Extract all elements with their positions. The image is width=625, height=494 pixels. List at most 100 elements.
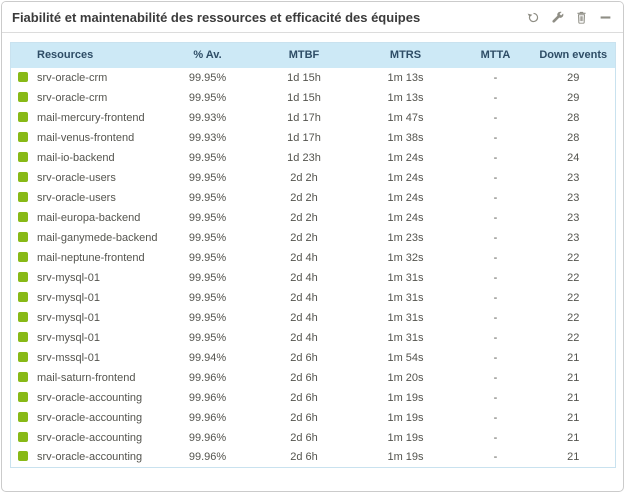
resource-cell[interactable]: srv-oracle-users — [11, 168, 159, 188]
mtbf-cell: 1d 15h — [287, 91, 321, 104]
table-row[interactable]: mail-ganymede-backend 99.95% 2d 2h 1m 23… — [11, 228, 616, 248]
table-row[interactable]: mail-venus-frontend 99.93% 1d 17h 1m 38s… — [11, 128, 616, 148]
table-row[interactable]: srv-oracle-accounting 99.96% 2d 6h 1m 19… — [11, 388, 616, 408]
availability-cell: 99.96% — [188, 431, 227, 444]
table-row[interactable]: srv-oracle-accounting 99.96% 2d 6h 1m 19… — [11, 408, 616, 428]
mtta-cell: - — [493, 71, 498, 84]
down-events-cell: 29 — [567, 71, 580, 84]
resource-cell[interactable]: srv-oracle-crm — [11, 88, 159, 108]
down-events-cell: 29 — [567, 91, 580, 104]
availability-cell: 99.96% — [188, 391, 227, 404]
resource-name[interactable]: mail-saturn-frontend — [37, 371, 136, 384]
status-ok-icon — [18, 251, 28, 262]
table-row[interactable]: srv-mssql-01 99.94% 2d 6h 1m 54s - 21 — [11, 348, 616, 368]
resource-name[interactable]: srv-oracle-users — [37, 191, 116, 204]
status-ok-icon — [18, 91, 28, 102]
edit-button[interactable] — [550, 10, 565, 25]
table-row[interactable]: srv-oracle-crm 99.95% 1d 15h 1m 13s - 29 — [11, 88, 616, 108]
down-events-cell: 22 — [567, 311, 580, 324]
resource-name[interactable]: srv-oracle-accounting — [37, 391, 143, 404]
resource-cell[interactable]: srv-oracle-crm — [11, 68, 159, 88]
resource-cell[interactable]: mail-venus-frontend — [11, 128, 159, 148]
resource-name[interactable]: srv-mysql-01 — [37, 271, 100, 284]
mtrs-cell: 1m 31s — [387, 331, 424, 344]
resource-name[interactable]: srv-mysql-01 — [37, 311, 100, 324]
resource-name[interactable]: mail-mercury-frontend — [37, 111, 145, 124]
resource-cell[interactable]: srv-oracle-accounting — [11, 428, 159, 448]
resource-cell[interactable]: mail-ganymede-backend — [11, 228, 159, 248]
table-row[interactable]: srv-mysql-01 99.95% 2d 4h 1m 31s - 22 — [11, 328, 616, 348]
column-header-mtbf[interactable]: MTBF — [256, 42, 352, 68]
table-row[interactable]: srv-oracle-crm 99.95% 1d 15h 1m 13s - 29 — [11, 68, 616, 88]
resource-name[interactable]: srv-mysql-01 — [37, 291, 100, 304]
down-events-cell: 23 — [567, 231, 580, 244]
column-header-mtta[interactable]: MTTA — [459, 42, 532, 68]
resource-name[interactable]: srv-mysql-01 — [37, 331, 100, 344]
table-row[interactable]: mail-saturn-frontend 99.96% 2d 6h 1m 20s… — [11, 368, 616, 388]
resource-name[interactable]: mail-neptune-frontend — [37, 251, 145, 264]
table-row[interactable]: mail-io-backend 99.95% 1d 23h 1m 24s - 2… — [11, 148, 616, 168]
table-row[interactable]: srv-oracle-accounting 99.96% 2d 6h 1m 19… — [11, 428, 616, 448]
availability-cell: 99.95% — [188, 91, 227, 104]
mtta-cell: - — [493, 231, 498, 244]
resource-name[interactable]: mail-venus-frontend — [37, 131, 135, 144]
column-header-down-events[interactable]: Down events — [531, 42, 616, 68]
mtrs-cell: 1m 32s — [387, 251, 424, 264]
table-row[interactable]: srv-oracle-users 99.95% 2d 2h 1m 24s - 2… — [11, 168, 616, 188]
column-header-resources[interactable]: Resources — [10, 42, 159, 68]
resource-name[interactable]: mail-io-backend — [37, 151, 115, 164]
column-header-mtrs[interactable]: MTRS — [351, 42, 460, 68]
resource-cell[interactable]: srv-oracle-users — [11, 188, 159, 208]
reliability-table: Resources % Av. MTBF MTRS MTTA Down even… — [10, 42, 616, 468]
resource-cell[interactable]: srv-oracle-accounting — [11, 408, 159, 428]
collapse-button[interactable] — [598, 10, 613, 25]
status-ok-icon — [18, 371, 28, 382]
table-row[interactable]: srv-mysql-01 99.95% 2d 4h 1m 31s - 22 — [11, 268, 616, 288]
availability-cell: 99.96% — [188, 371, 227, 384]
table-row[interactable]: mail-neptune-frontend 99.95% 2d 4h 1m 32… — [11, 248, 616, 268]
resource-name[interactable]: mail-ganymede-backend — [37, 231, 158, 244]
down-events-cell: 23 — [567, 191, 580, 204]
resource-cell[interactable]: mail-europa-backend — [11, 208, 159, 228]
mtta-cell: - — [493, 451, 498, 464]
resource-name[interactable]: srv-mssql-01 — [37, 351, 100, 364]
mtrs-cell: 1m 19s — [387, 391, 424, 404]
resource-name[interactable]: mail-europa-backend — [37, 211, 141, 224]
availability-cell: 99.96% — [188, 451, 227, 464]
resource-cell[interactable]: mail-saturn-frontend — [11, 368, 159, 388]
availability-cell: 99.95% — [188, 71, 227, 84]
status-ok-icon — [18, 131, 28, 142]
mtbf-cell: 2d 2h — [290, 211, 318, 224]
mtta-cell: - — [493, 311, 498, 324]
resource-cell[interactable]: mail-mercury-frontend — [11, 108, 159, 128]
resource-name[interactable]: srv-oracle-accounting — [37, 451, 143, 464]
resource-cell[interactable]: srv-mysql-01 — [11, 268, 159, 288]
table-row[interactable]: srv-oracle-accounting 99.96% 2d 6h 1m 19… — [11, 448, 616, 468]
table-row[interactable]: srv-mysql-01 99.95% 2d 4h 1m 31s - 22 — [11, 288, 616, 308]
resource-cell[interactable]: srv-mysql-01 — [11, 328, 159, 348]
table-row[interactable]: mail-europa-backend 99.95% 2d 2h 1m 24s … — [11, 208, 616, 228]
resource-name[interactable]: srv-oracle-users — [37, 171, 116, 184]
table-row[interactable]: srv-oracle-users 99.95% 2d 2h 1m 24s - 2… — [11, 188, 616, 208]
column-header-availability[interactable]: % Av. — [158, 42, 257, 68]
resource-cell[interactable]: srv-mysql-01 — [11, 308, 159, 328]
availability-cell: 99.94% — [188, 351, 227, 364]
resource-cell[interactable]: srv-mysql-01 — [11, 288, 159, 308]
resource-name[interactable]: srv-oracle-accounting — [37, 411, 143, 424]
mtrs-cell: 1m 19s — [387, 411, 424, 424]
resource-name[interactable]: srv-oracle-crm — [37, 91, 108, 104]
resource-cell[interactable]: srv-mssql-01 — [11, 348, 159, 368]
resource-name[interactable]: srv-oracle-accounting — [37, 431, 143, 444]
resource-name[interactable]: srv-oracle-crm — [37, 71, 108, 84]
resource-cell[interactable]: mail-io-backend — [11, 148, 159, 168]
mtbf-cell: 2d 4h — [290, 331, 318, 344]
mtta-cell: - — [493, 351, 498, 364]
resource-cell[interactable]: mail-neptune-frontend — [11, 248, 159, 268]
delete-button[interactable] — [574, 10, 589, 25]
resource-cell[interactable]: srv-oracle-accounting — [11, 388, 159, 408]
resource-cell[interactable]: srv-oracle-accounting — [11, 448, 159, 468]
table-row[interactable]: srv-mysql-01 99.95% 2d 4h 1m 31s - 22 — [11, 308, 616, 328]
table-row[interactable]: mail-mercury-frontend 99.93% 1d 17h 1m 4… — [11, 108, 616, 128]
mtta-cell: - — [493, 411, 498, 424]
refresh-button[interactable] — [526, 10, 541, 25]
